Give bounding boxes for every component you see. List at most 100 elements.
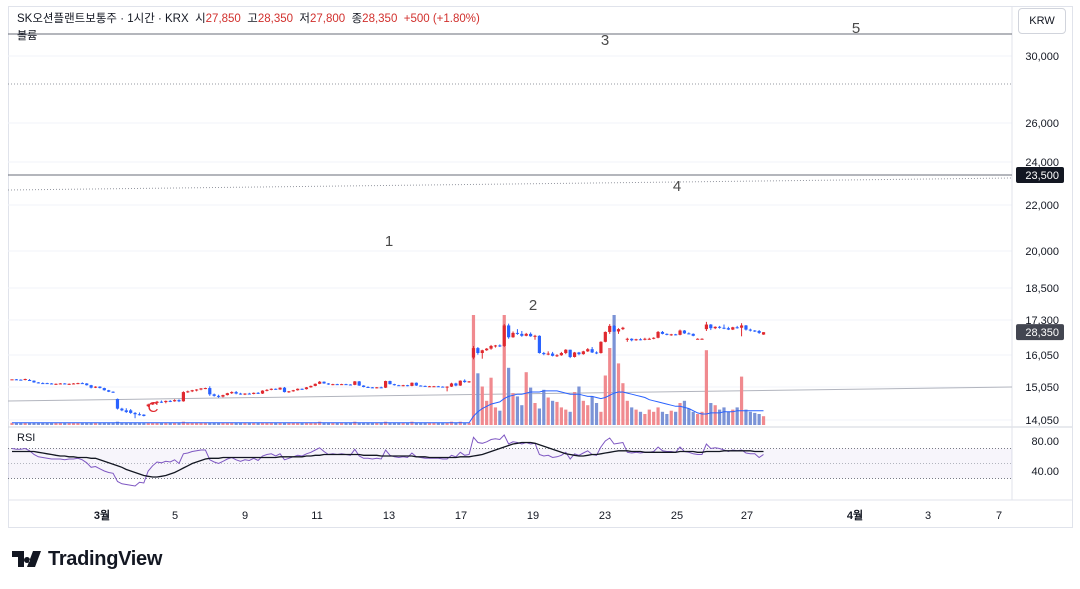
- volume-bar: [238, 422, 243, 425]
- symbol-name[interactable]: SK오션플랜트보통주: [17, 13, 117, 25]
- volume-bar: [476, 373, 480, 425]
- candle-body: [687, 333, 691, 335]
- volume-ma-path: [12, 390, 764, 424]
- candle-body: [203, 388, 207, 390]
- candle-body: [559, 353, 563, 356]
- tradingview-logo[interactable]: TradingView: [12, 546, 162, 572]
- candle-body: [278, 387, 282, 390]
- candle-body: [14, 379, 18, 381]
- price-tick-label: 16,050: [1025, 350, 1059, 362]
- volume-bar: [348, 422, 353, 425]
- candle-body: [401, 385, 405, 387]
- volume-bar: [423, 422, 427, 425]
- candle-body: [638, 339, 643, 341]
- candle-body: [45, 383, 49, 385]
- volume-bar: [454, 422, 458, 425]
- volume-bar: [230, 422, 234, 425]
- candle-body: [630, 338, 634, 341]
- candle-body: [287, 391, 291, 393]
- volume-bar: [260, 422, 265, 425]
- volume-bar: [216, 422, 221, 425]
- volume-bar: [186, 422, 190, 425]
- candle-body: [599, 341, 603, 354]
- volume-bar: [546, 397, 550, 425]
- volume-bar: [129, 422, 133, 425]
- volume-bar: [225, 422, 229, 425]
- candle-body: [133, 412, 137, 415]
- candle-body: [726, 328, 730, 330]
- candle-body: [260, 390, 265, 394]
- rsi-ma-line: [12, 441, 764, 478]
- price-tick-label: 24,000: [1025, 157, 1059, 169]
- level-price-badge: [1016, 167, 1064, 183]
- volume-bar: [634, 409, 638, 425]
- candle-body: [375, 387, 379, 389]
- volume-bar: [577, 386, 581, 425]
- candle-body: [80, 383, 84, 385]
- candle-body: [577, 352, 581, 355]
- candle-body: [550, 353, 555, 356]
- time-tick-label: 23: [599, 510, 611, 522]
- volume-bar: [313, 422, 317, 425]
- wave-labels: C 1 2 3 4 5: [148, 20, 861, 416]
- candle-body: [665, 333, 669, 335]
- volume-bar: [449, 421, 454, 425]
- candle-body: [392, 384, 396, 386]
- trendlines: [7, 33, 1013, 402]
- candle-body: [586, 349, 590, 352]
- candle-body: [304, 387, 309, 390]
- volume-bar: [85, 422, 89, 425]
- candle-body: [489, 345, 493, 349]
- candle-body: [454, 383, 458, 386]
- volume-bar: [93, 422, 98, 425]
- candle-body: [542, 353, 546, 355]
- volume-bar: [586, 405, 590, 425]
- volume-bar: [159, 422, 164, 425]
- volume-bar: [757, 414, 761, 425]
- candle-body: [652, 337, 656, 339]
- volume-bar: [45, 422, 49, 425]
- volume-indicator-label[interactable]: 볼륨: [17, 30, 38, 42]
- candle-body: [423, 385, 427, 387]
- candle-body: [190, 390, 194, 392]
- volume-bar: [309, 422, 313, 425]
- volume-bar: [630, 407, 634, 425]
- high-label: 고: [247, 13, 258, 25]
- candle-body: [309, 385, 313, 388]
- volume-bar: [107, 422, 111, 425]
- volume-bar: [98, 422, 102, 425]
- volume-bar: [709, 403, 713, 425]
- rsi-indicator-label[interactable]: RSI: [17, 432, 36, 444]
- candle-body: [291, 390, 295, 392]
- candle-body: [353, 381, 357, 385]
- volume-bar: [489, 377, 493, 425]
- volume-bar: [10, 422, 14, 425]
- interval-label[interactable]: 1시간: [127, 13, 155, 25]
- candle-body: [326, 383, 331, 385]
- candle-body: [669, 334, 673, 336]
- volume-bar: [177, 422, 181, 425]
- chart-frame[interactable]: [8, 6, 1073, 528]
- time-tick-label: 5: [172, 510, 178, 522]
- volume-bar: [599, 411, 603, 425]
- candle-body: [124, 410, 128, 413]
- volume-bar: [480, 386, 484, 425]
- candle-body: [647, 338, 651, 340]
- candle-body: [471, 348, 476, 358]
- candle-body: [221, 395, 225, 397]
- volume-bar: [318, 421, 322, 425]
- candle-body: [340, 384, 344, 386]
- price-tick-label: 30,000: [1025, 51, 1059, 63]
- candle-body: [713, 326, 717, 329]
- candle-body: [10, 379, 14, 381]
- volume-bar: [590, 396, 594, 425]
- volume-bar: [616, 363, 621, 425]
- currency-button[interactable]: KRW: [1018, 8, 1066, 34]
- volume-bar: [493, 407, 498, 425]
- volume-bar: [656, 407, 660, 425]
- volume-bar: [414, 422, 418, 425]
- candle-body: [168, 400, 172, 402]
- volume-bar: [362, 422, 366, 425]
- volume-bar: [80, 422, 84, 425]
